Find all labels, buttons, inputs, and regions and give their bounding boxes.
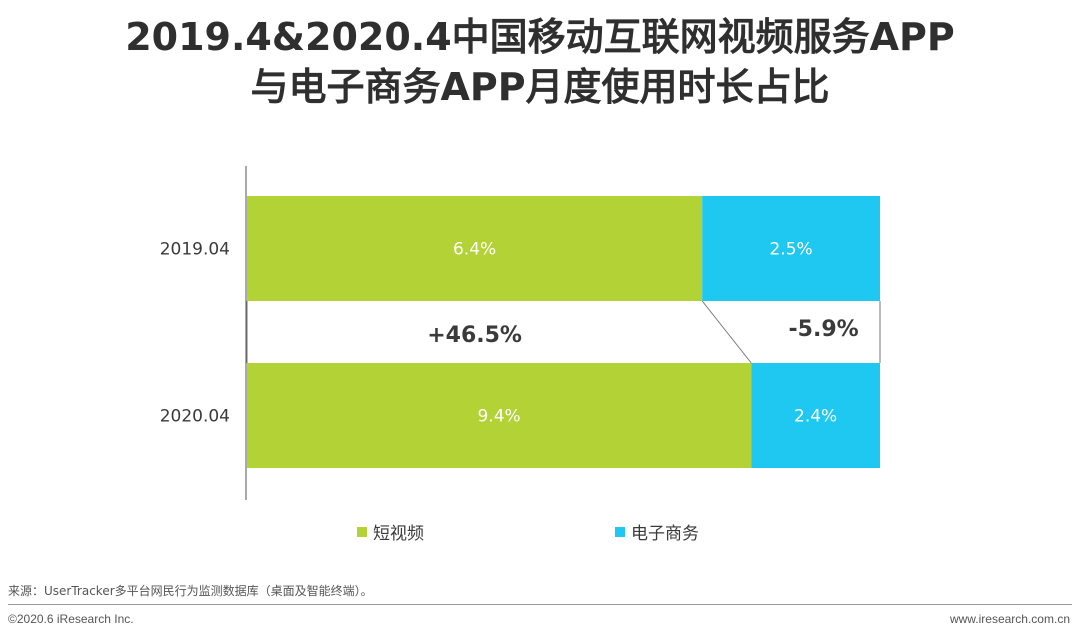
- bar-ecommerce-1: [751, 363, 880, 468]
- copyright: ©2020.6 iResearch Inc.: [8, 612, 134, 626]
- bar-short-video-0: [247, 196, 703, 301]
- legend-label-ecommerce: 电子商务: [631, 524, 699, 544]
- data-label-short-video-0: 6.4%: [453, 240, 496, 260]
- y-tick-label-1: 2020.04: [160, 407, 230, 427]
- website: www.iresearch.com.cn: [949, 612, 1070, 626]
- chart-title-line2: 与电子商务APP月度使用时长占比: [250, 65, 830, 109]
- connector-split: [701, 300, 752, 364]
- legend-item-short-video: 短视频: [357, 519, 424, 544]
- data-label-ecommerce-0: 2.5%: [769, 240, 812, 260]
- chart-title-line1: 2019.4&2020.4中国移动互联网视频服务APP: [125, 15, 955, 59]
- source-note: 来源：UserTracker多平台网民行为监测数据库（桌面及智能终端）。: [8, 584, 373, 598]
- legend-item-ecommerce: 电子商务: [615, 519, 699, 544]
- y-tick-label-0: 2019.04: [160, 240, 230, 260]
- change-label-short-video: +46.5%: [427, 323, 522, 348]
- chart-title: 2019.4&2020.4中国移动互联网视频服务APP 与电子商务APP月度使用…: [0, 12, 1080, 112]
- data-label-short-video-1: 9.4%: [478, 407, 521, 427]
- legend-swatch-ecommerce: [615, 526, 625, 537]
- footer-divider: [8, 604, 1072, 605]
- legend-swatch-short-video: [357, 526, 367, 537]
- bar-ecommerce-0: [702, 196, 880, 301]
- data-label-ecommerce-1: 2.4%: [794, 407, 837, 427]
- change-label-ecommerce: -5.9%: [789, 317, 859, 342]
- bar-short-video-1: [247, 363, 752, 468]
- legend-label-short-video: 短视频: [373, 524, 424, 544]
